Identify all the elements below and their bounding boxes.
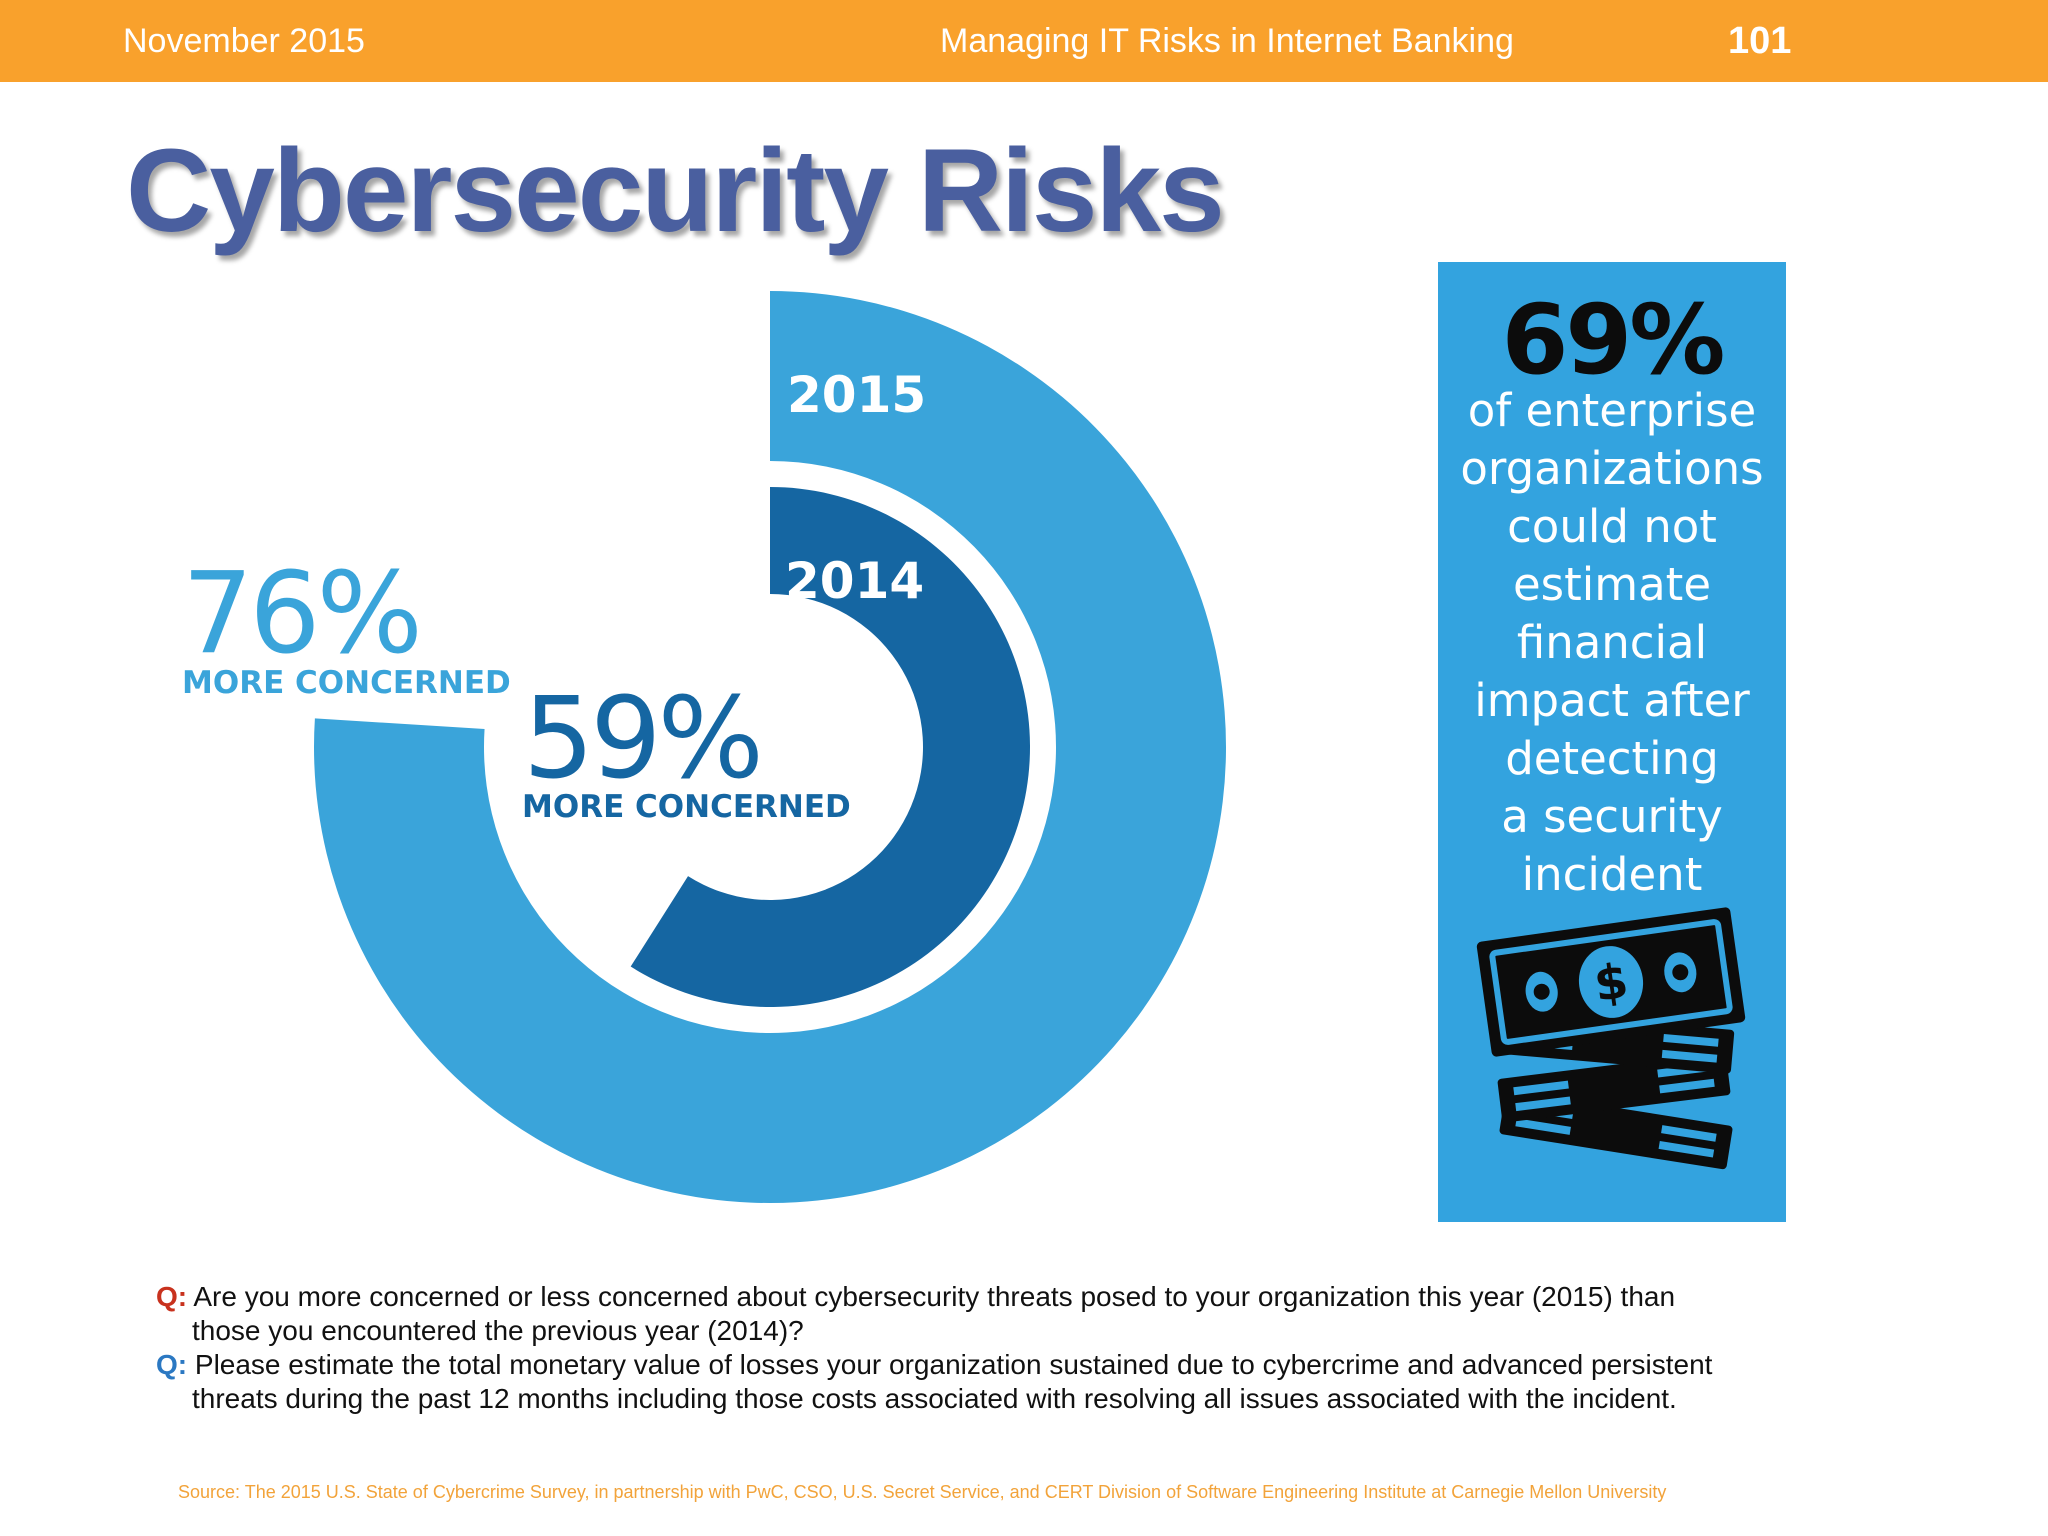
header-date: November 2015 bbox=[123, 22, 365, 60]
stat-line: a security bbox=[1501, 790, 1723, 843]
svg-text:$: $ bbox=[1591, 953, 1632, 1013]
question-2: Q: Please estimate the total monetary va… bbox=[156, 1348, 1716, 1416]
survey-questions: Q: Are you more concerned or less concer… bbox=[156, 1280, 1716, 1416]
series-label-2015: 2015 bbox=[787, 366, 926, 424]
stat-description: of enterprise organizations could not es… bbox=[1438, 382, 1786, 904]
question-marker: Q: bbox=[156, 1281, 188, 1312]
stat-line: organizations bbox=[1460, 442, 1764, 495]
stat-line: incident bbox=[1521, 848, 1703, 901]
stat-line: detecting bbox=[1505, 732, 1719, 785]
stat-percent: 69% bbox=[1501, 284, 1726, 396]
source-note: Source: The 2015 U.S. State of Cybercrim… bbox=[178, 1482, 1667, 1502]
stat-line: impact after bbox=[1474, 674, 1750, 727]
value-label-2015: 76% bbox=[182, 549, 419, 679]
question-marker: Q: bbox=[156, 1349, 188, 1380]
header-title: Managing IT Risks in Internet Banking bbox=[940, 22, 1514, 60]
series-label-2014: 2014 bbox=[785, 552, 924, 610]
stat-line: of enterprise bbox=[1467, 384, 1757, 437]
question-text: Are you more concerned or less concerned… bbox=[192, 1281, 1676, 1346]
donut-chart: 2015 2014 76% MORE CONCERNED 59% MORE CO… bbox=[182, 291, 1227, 1203]
question-text: Please estimate the total monetary value… bbox=[192, 1349, 1713, 1414]
caption-2015: MORE CONCERNED bbox=[182, 665, 511, 701]
arc-2015 bbox=[313, 291, 1227, 1203]
header-bar: November 2015 Managing IT Risks in Inter… bbox=[0, 0, 2048, 82]
stat-line: estimate bbox=[1512, 558, 1712, 611]
money-stack-icon: $ bbox=[1476, 907, 1746, 1170]
question-1: Q: Are you more concerned or less concer… bbox=[156, 1280, 1716, 1348]
stat-line: financial bbox=[1516, 616, 1708, 669]
caption-2014: MORE CONCERNED bbox=[522, 789, 851, 825]
page-number: 101 bbox=[1728, 20, 1792, 62]
arc-2014 bbox=[630, 487, 1030, 1007]
page-title: Cybersecurity Risks bbox=[126, 125, 1225, 257]
stat-panel: 69% of enterprise organizations could no… bbox=[1438, 262, 1786, 1222]
stat-line: could not bbox=[1507, 500, 1717, 553]
value-label-2014: 59% bbox=[523, 674, 760, 804]
